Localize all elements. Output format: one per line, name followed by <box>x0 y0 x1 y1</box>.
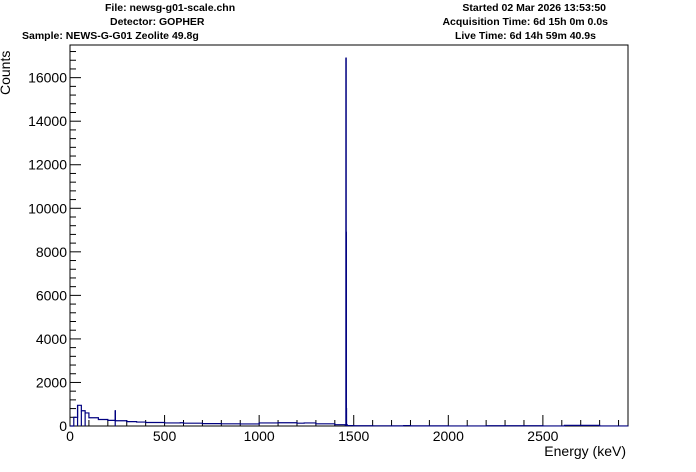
live-time-label: Live Time: 6d 14h 59m 40.9s <box>454 30 596 42</box>
x-tick-label: 2000 <box>433 428 464 444</box>
plot-frame <box>69 44 629 427</box>
start-time-label: Started 02 Mar 2026 13:53:50 <box>462 2 606 14</box>
file-label: File: newsg-g01-scale.chn <box>105 2 236 14</box>
y-tick-label: 0 <box>59 418 67 434</box>
x-tick-label: 2500 <box>527 428 558 444</box>
y-tick-label: 12000 <box>28 157 67 173</box>
y-tick-label: 10000 <box>28 200 67 216</box>
detector-label: Detector: GOPHER <box>110 16 205 28</box>
acquisition-time-label: Acquisition Time: 6d 15h 0m 0.0s <box>442 16 608 28</box>
y-axis-label: Counts <box>0 51 13 95</box>
y-tick-label: 2000 <box>36 374 67 390</box>
series-layer <box>70 57 629 427</box>
y-tick-label: 16000 <box>28 70 67 86</box>
x-tick-label: 0 <box>66 428 74 444</box>
x-tick-label: 1000 <box>244 428 275 444</box>
y-tick-label: 14000 <box>28 113 67 129</box>
x-axis-label: Energy (keV) <box>544 443 626 459</box>
y-tick-label: 6000 <box>36 287 67 303</box>
x-tick-label: 500 <box>153 428 177 444</box>
y-tick-label: 4000 <box>36 331 67 347</box>
sample-label: Sample: NEWS-G-G01 Zeolite 49.8g <box>22 30 199 42</box>
axes: 0 500 1000 1500 2000 2500 0 2000 4000 6000 8000 100… <box>28 44 629 444</box>
spectrum-line <box>70 57 629 427</box>
x-tick-label: 1500 <box>338 428 369 444</box>
y-tick-label: 8000 <box>36 244 67 260</box>
